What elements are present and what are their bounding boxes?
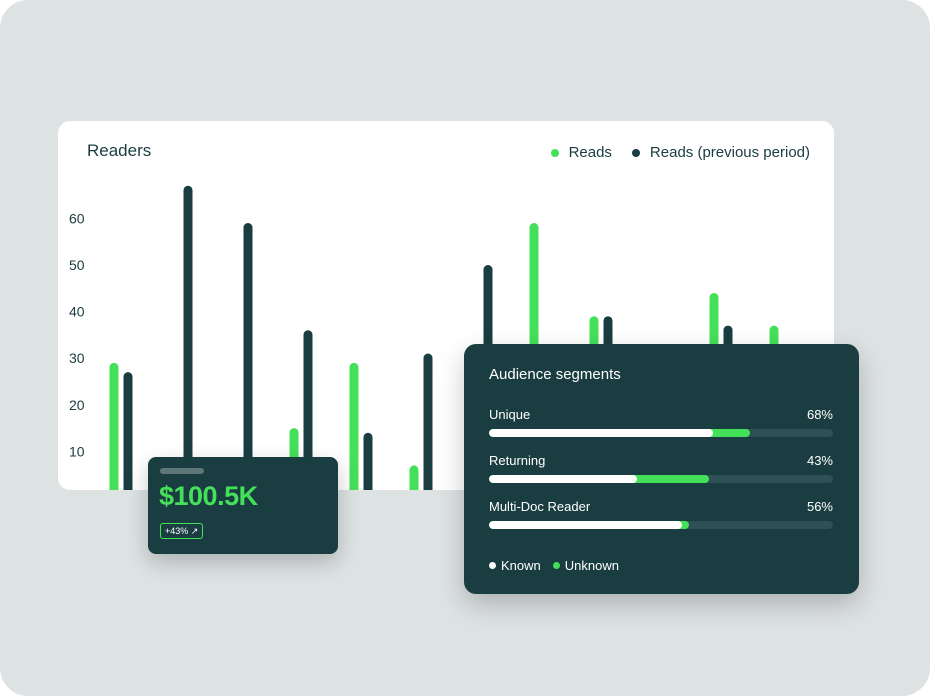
- revenue-kpi-card: $100.5K +43% ↗: [148, 457, 338, 554]
- audience-segments-card: Audience segments Unique 68% Returning 4…: [464, 344, 859, 594]
- segment-known-fill: [489, 429, 713, 437]
- segment-label: Returning: [489, 453, 546, 468]
- known-dot: [489, 562, 496, 569]
- segment-percent: 68%: [806, 407, 833, 422]
- legend-known-label: Known: [501, 558, 541, 573]
- legend-item-reads[interactable]: Reads: [550, 144, 612, 161]
- segment-percent: 56%: [806, 499, 833, 514]
- legend-reads-previous-dot: [631, 148, 640, 157]
- kpi-label-placeholder: [160, 468, 204, 474]
- y-tick-label: 20: [69, 397, 85, 413]
- chart-title: Readers: [87, 141, 152, 160]
- segment-known-fill: [489, 521, 682, 529]
- bar-reads[interactable]: [409, 465, 419, 490]
- y-tick-label: 50: [69, 257, 85, 273]
- segment-label: Multi-Doc Reader: [489, 499, 591, 514]
- y-tick-label: 30: [69, 350, 85, 366]
- segments-title: Audience segments: [489, 366, 621, 383]
- segment-known-fill: [489, 475, 637, 483]
- bar-reads-previous[interactable]: [123, 372, 133, 490]
- y-tick-label: 10: [69, 443, 85, 459]
- segment-progress-track: [489, 475, 833, 483]
- bar-reads[interactable]: [349, 362, 359, 490]
- legend-item-reads-previous[interactable]: Reads (previous period): [631, 144, 810, 161]
- segment-percent: 43%: [806, 453, 833, 468]
- y-tick-label: 60: [69, 210, 85, 226]
- unknown-dot: [552, 562, 560, 569]
- legend-known[interactable]: Known: [489, 558, 541, 573]
- bar-reads-previous[interactable]: [183, 185, 193, 490]
- legend-reads-dot: [550, 148, 559, 157]
- segment-progress-track: [489, 429, 833, 437]
- legend-unknown[interactable]: Unknown: [552, 558, 619, 573]
- segments-legend: Known Unknown: [489, 558, 631, 573]
- legend-reads-label: Reads: [568, 144, 612, 161]
- legend-reads-previous-label: Reads (previous period): [649, 144, 810, 161]
- bar-reads-previous[interactable]: [303, 330, 313, 490]
- chart-legend: Reads Reads (previous period): [531, 144, 810, 161]
- bar-reads-previous[interactable]: [423, 353, 433, 490]
- bar-reads[interactable]: [109, 362, 119, 490]
- y-tick-label: 40: [69, 304, 85, 320]
- segment-label: Unique: [489, 407, 531, 422]
- segment-progress-track: [489, 521, 833, 529]
- kpi-change-badge: +43% ↗: [160, 523, 204, 539]
- kpi-value: $100.5K: [159, 481, 258, 511]
- legend-unknown-label: Unknown: [564, 558, 619, 573]
- bar-reads-previous[interactable]: [363, 432, 373, 490]
- bar-reads-previous[interactable]: [243, 223, 253, 490]
